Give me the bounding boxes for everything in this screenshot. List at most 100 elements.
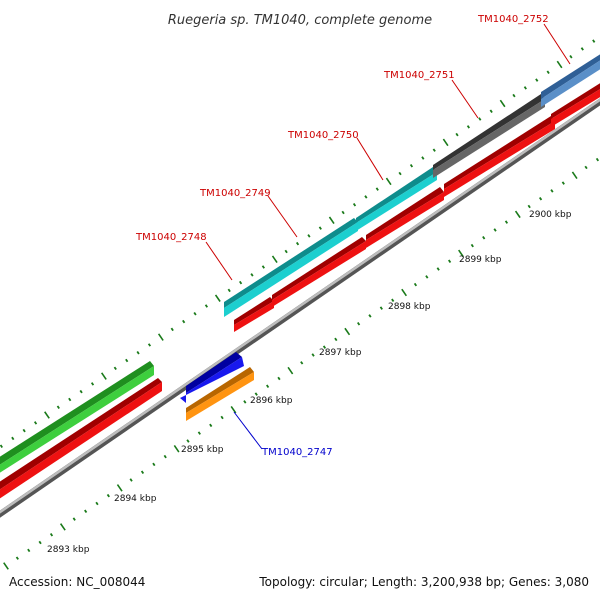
major-tick	[116, 484, 123, 492]
minor-tick	[379, 306, 383, 310]
gene-label-tm1040-2750[interactable]: TM1040_2750	[287, 130, 359, 141]
minor-tick	[436, 267, 440, 271]
minor-tick	[580, 47, 584, 51]
minor-tick	[38, 540, 42, 545]
minor-tick	[352, 202, 357, 207]
minor-tick	[489, 109, 493, 113]
minor-tick	[170, 327, 174, 332]
gene-bar-red-3[interactable]	[366, 187, 444, 248]
gene-bar-red-1[interactable]	[234, 297, 274, 332]
minor-tick	[220, 415, 224, 420]
major-tick	[514, 210, 521, 219]
gene-bar-tm1040-2747-blue[interactable]	[180, 352, 244, 403]
minor-tick	[140, 470, 145, 474]
outer-tick-row	[0, 39, 596, 448]
minor-tick	[334, 337, 338, 342]
gene-bar-tm1040-2751-gray[interactable]	[433, 94, 545, 178]
minor-tick	[56, 405, 60, 410]
minor-tick	[595, 157, 600, 162]
gene-label-tm1040-2751[interactable]: TM1040_2751	[383, 70, 455, 81]
minor-tick	[421, 156, 425, 160]
summary-text: Topology: circular; Length: 3,200,938 bp…	[258, 575, 589, 589]
minor-tick	[182, 319, 186, 324]
minor-tick	[49, 532, 54, 537]
minor-tick	[550, 189, 554, 193]
minor-tick	[569, 54, 573, 59]
minor-tick	[27, 548, 31, 553]
gene-bar-red-2[interactable]	[272, 237, 366, 307]
minor-tick	[0, 444, 3, 448]
minor-tick	[535, 78, 539, 82]
kbp-label-2896: 2896 kbp	[250, 396, 293, 406]
minor-tick	[455, 132, 459, 137]
major-tick	[499, 99, 506, 108]
accession-text: Accession: NC_008044	[9, 575, 145, 589]
minor-tick	[33, 421, 38, 425]
kbp-label-2900: 2900 kbp	[529, 210, 572, 220]
leader-2747	[233, 411, 263, 450]
leader-2752	[543, 23, 571, 65]
major-tick	[100, 372, 107, 380]
minor-tick	[592, 39, 596, 43]
gene-label-tm1040-2752[interactable]: TM1040_2752	[477, 14, 549, 25]
major-tick	[287, 366, 294, 375]
map-title: Ruegeria sp. TM1040, complete genome	[168, 13, 432, 28]
minor-tick	[250, 273, 254, 277]
gene-bar-tm1040-2752-blue[interactable]	[541, 48, 600, 107]
gene-bar-green[interactable]	[0, 361, 154, 479]
gene-bar-red-4[interactable]	[444, 116, 555, 197]
minor-tick	[375, 187, 379, 191]
minor-tick	[341, 210, 345, 215]
gene-bar-tm1040-2750-cyan[interactable]	[356, 167, 437, 231]
minor-tick	[163, 454, 167, 459]
gene-bar-tm1040-2747-orange[interactable]	[186, 367, 254, 421]
gene-label-tm1040-2749[interactable]: TM1040_2749	[199, 188, 271, 199]
minor-tick	[113, 366, 117, 371]
major-tick	[458, 249, 464, 258]
major-tick	[344, 327, 351, 336]
kbp-label-2895: 2895 kbp	[181, 445, 224, 455]
minor-tick	[227, 288, 231, 293]
minor-tick	[466, 125, 471, 129]
inner-tick-row	[3, 157, 600, 570]
minor-tick	[322, 345, 327, 349]
minor-tick	[197, 431, 201, 435]
minor-tick	[409, 164, 414, 168]
leader-2748	[205, 241, 233, 281]
gene-bar-tm1040-2748-cyan[interactable]	[224, 218, 358, 317]
major-tick	[571, 171, 578, 180]
minor-tick	[266, 384, 270, 389]
minor-tick	[15, 556, 19, 560]
major-tick	[59, 523, 66, 531]
gene-label-tm1040-2747[interactable]: TM1040_2747	[261, 447, 333, 458]
minor-tick	[432, 148, 436, 152]
gene-bar-red-5[interactable]	[551, 77, 600, 127]
kbp-label-2899: 2899 kbp	[459, 255, 502, 265]
gene-label-tm1040-2748[interactable]: TM1040_2748	[135, 232, 207, 243]
major-tick	[401, 288, 408, 297]
minor-tick	[254, 392, 258, 396]
minor-tick	[147, 343, 152, 347]
minor-tick	[129, 478, 133, 482]
minor-tick	[470, 243, 474, 248]
minor-tick	[482, 236, 486, 240]
gene-bar-red-left[interactable]	[0, 378, 162, 505]
major-tick	[271, 255, 278, 264]
minor-tick	[209, 423, 213, 428]
minor-tick	[79, 389, 83, 394]
minor-tick	[398, 171, 402, 176]
minor-tick	[106, 493, 110, 498]
minor-tick	[152, 462, 156, 467]
gene-labels: TM1040_2747 TM1040_2748 TM1040_2749 TM10…	[135, 14, 549, 458]
minor-tick	[478, 117, 482, 121]
minor-tick	[193, 312, 197, 316]
minor-tick	[136, 350, 140, 355]
kbp-label-2894: 2894 kbp	[114, 494, 157, 504]
minor-tick	[368, 314, 372, 318]
major-tick	[442, 138, 449, 147]
minor-tick	[504, 220, 509, 224]
minor-tick	[538, 196, 543, 201]
minor-tick	[523, 86, 527, 90]
major-tick	[328, 216, 335, 225]
